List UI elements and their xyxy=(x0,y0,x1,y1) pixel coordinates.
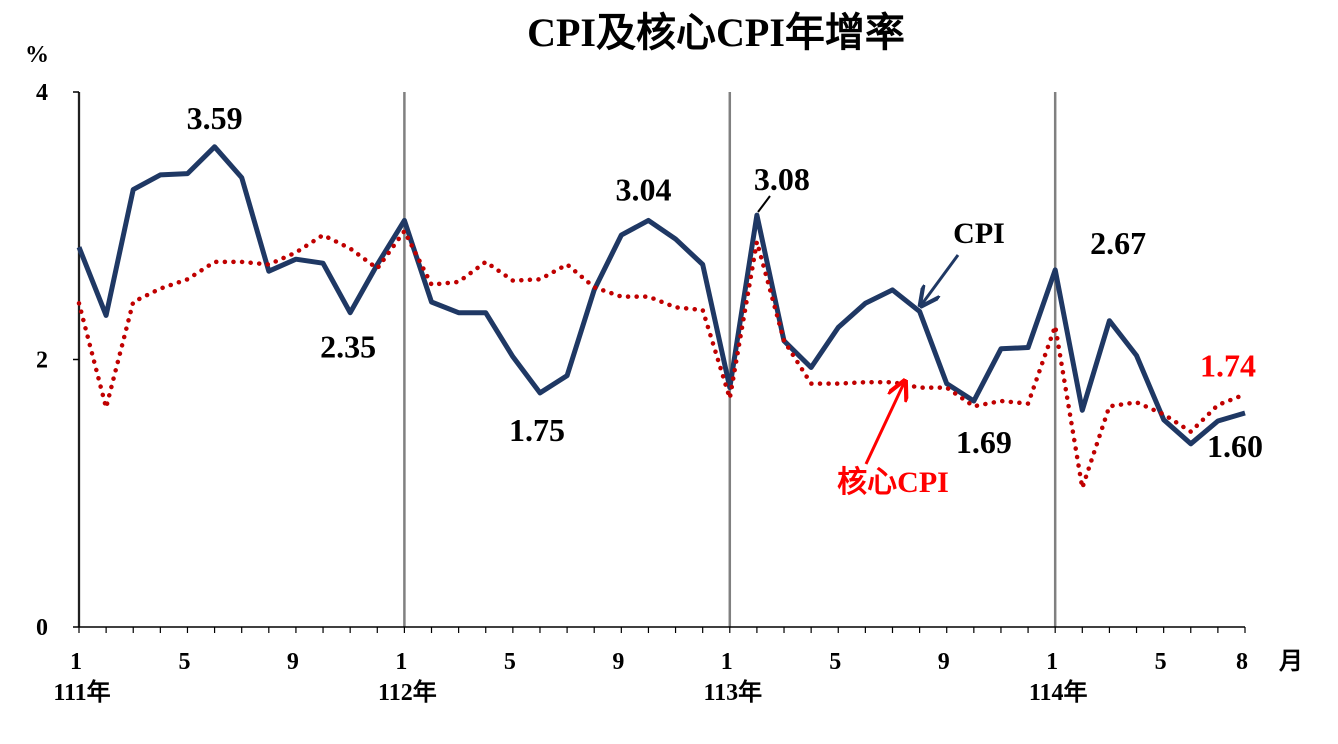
x-tick-label: 5 xyxy=(178,649,190,675)
cpi-annotation-label: CPI xyxy=(953,217,1005,250)
data-label: 3.59 xyxy=(187,100,243,136)
chart-title: CPI及核心CPI年增率 xyxy=(527,10,905,55)
x-tick-label: 1 xyxy=(395,649,407,675)
y-tick-label: 2 xyxy=(36,348,48,374)
x-tick-label: 5 xyxy=(829,649,841,675)
data-label: 2.35 xyxy=(320,329,376,365)
data-label: 1.60 xyxy=(1207,428,1263,464)
data-label: 2.67 xyxy=(1090,225,1146,261)
x-tick-label: 1 xyxy=(1046,649,1058,675)
x-axis-unit: 月 xyxy=(1278,649,1303,675)
core-cpi-annotation-arrow xyxy=(864,383,904,465)
data-label: 1.74 xyxy=(1200,347,1256,383)
year-label: 111年 xyxy=(53,678,110,706)
x-tick-label: 9 xyxy=(938,649,950,675)
year-label: 112年 xyxy=(378,678,437,706)
year-label: 113年 xyxy=(703,678,762,706)
data-label: 3.08 xyxy=(754,161,810,197)
data-label: 3.04 xyxy=(615,171,671,207)
year-label: 114年 xyxy=(1029,678,1088,706)
y-axis-unit: % xyxy=(25,42,49,68)
cpi-annotation-arrow xyxy=(922,254,960,304)
data-label: 1.75 xyxy=(509,412,565,448)
cpi-series-line xyxy=(76,144,1246,447)
x-tick-label: 9 xyxy=(287,649,299,675)
x-tick-label: 8 xyxy=(1236,649,1248,675)
y-tick-label: 4 xyxy=(36,80,48,106)
x-tick-label: 1 xyxy=(721,649,733,675)
data-label: 1.69 xyxy=(956,424,1012,460)
core-cpi-series-line xyxy=(76,228,1248,491)
x-tick-label: 5 xyxy=(504,649,516,675)
label-3-08-pointer xyxy=(757,195,771,213)
y-tick-label: 0 xyxy=(36,615,48,641)
x-tick-label: 1 xyxy=(70,649,82,675)
core-cpi-annotation-label: 核心CPI xyxy=(837,466,949,499)
x-tick-label: 9 xyxy=(612,649,624,675)
x-tick-label: 5 xyxy=(1155,649,1167,675)
